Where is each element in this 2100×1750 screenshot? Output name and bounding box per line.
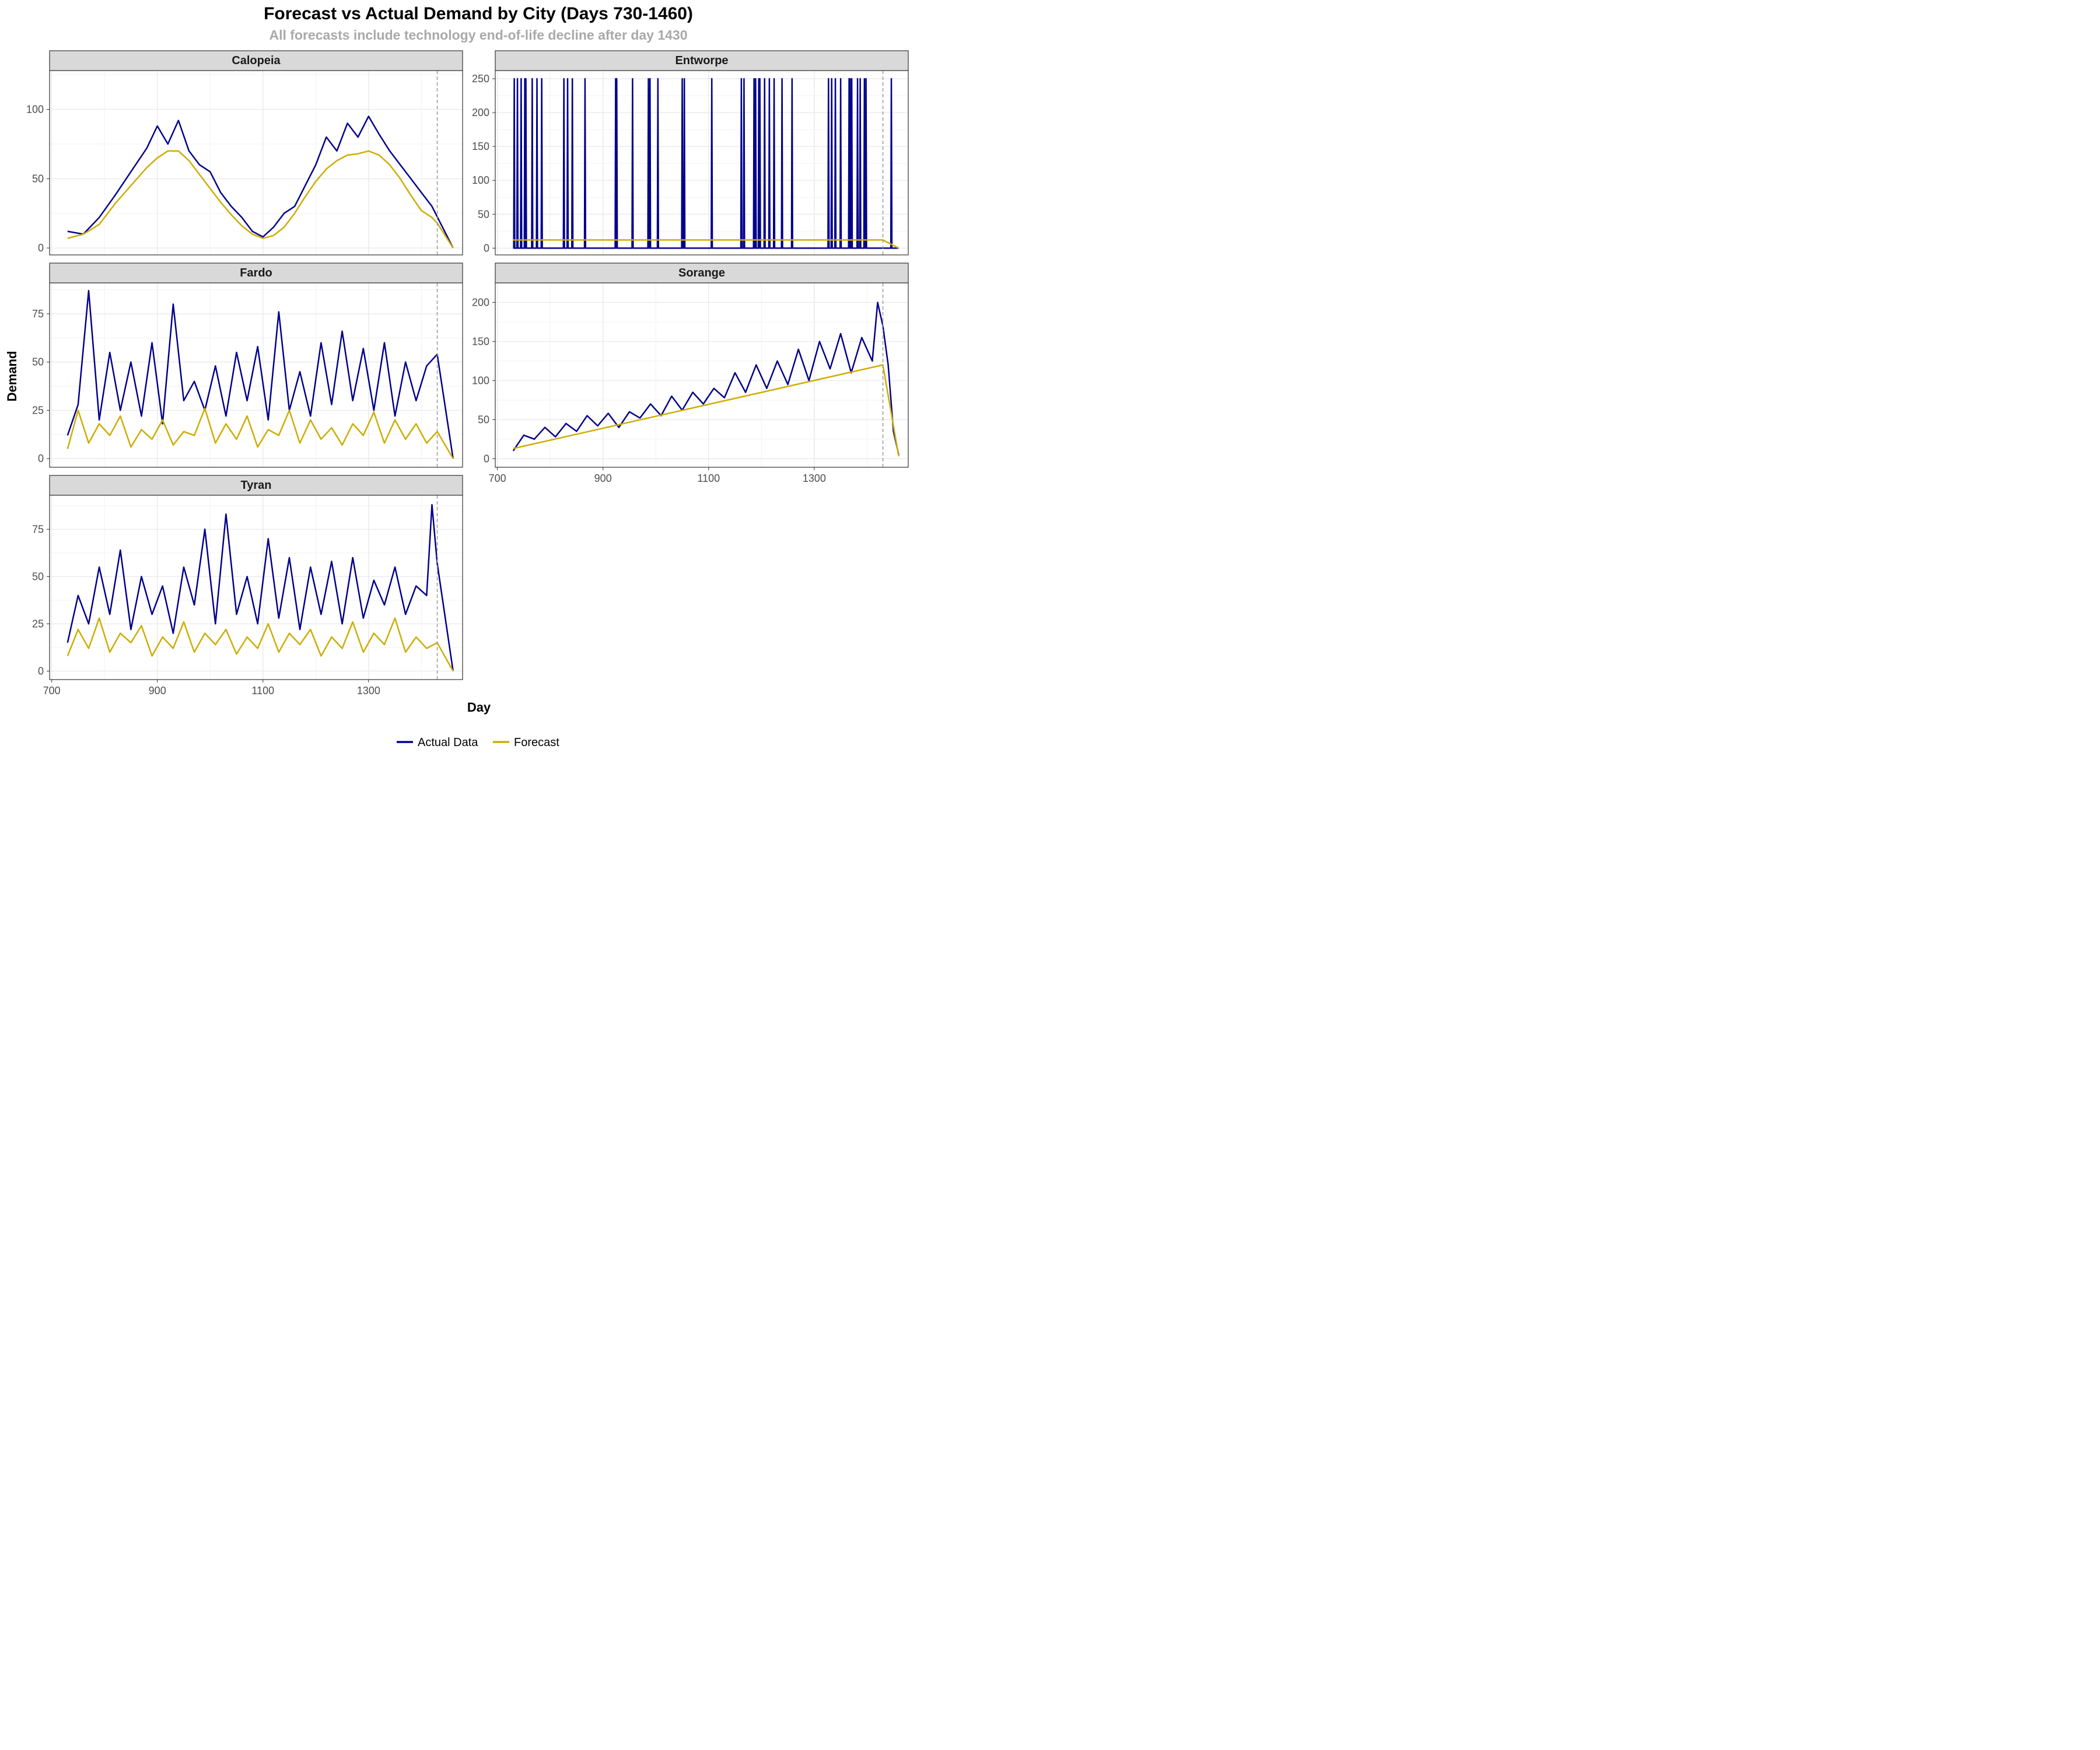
panel-tyran: Tyran 0 25 50 75 700 900 1100 1300 xyxy=(32,475,463,696)
series-line-actual xyxy=(66,289,454,459)
faceted-line-chart: Forecast vs Actual Demand by City (Days … xyxy=(5,4,909,749)
plot-bg-fardo xyxy=(50,283,463,467)
plot-bg-tyran xyxy=(50,495,463,680)
series-line-actual xyxy=(67,116,454,249)
series-group-calopeia xyxy=(67,116,454,249)
panel-fardo: Fardo 0 25 50 75 xyxy=(32,262,463,468)
plot-bg-entworpe xyxy=(495,71,908,255)
strip-calopeia xyxy=(49,50,463,71)
y-tick-label: 75 xyxy=(32,308,44,320)
strip-sorange xyxy=(495,262,909,284)
y-tick-label: 50 xyxy=(32,570,44,582)
x-axis-title: Day xyxy=(467,700,491,715)
panel-border-entworpe xyxy=(495,70,909,256)
chart-title: Forecast vs Actual Demand by City (Days … xyxy=(264,4,693,23)
y-tick-label: 0 xyxy=(38,453,44,464)
y-tick-label: 200 xyxy=(472,107,489,118)
y-tick-label: 100 xyxy=(26,104,44,116)
series-line-actual xyxy=(512,302,900,455)
series-line-actual xyxy=(513,78,899,249)
series-line-actual xyxy=(66,503,454,671)
x-tick-label: 1100 xyxy=(697,473,720,484)
x-tick-label: 900 xyxy=(594,473,612,484)
y-tick-label: 100 xyxy=(472,174,489,186)
legend: Actual Data Forecast xyxy=(397,736,559,749)
y-tick-label: 250 xyxy=(472,73,489,85)
legend-label-forecast: Forecast xyxy=(514,736,559,749)
y-tick-label: 50 xyxy=(478,414,489,425)
strip-fardo xyxy=(49,262,463,284)
strip-label-tyran: Tyran xyxy=(241,479,272,492)
panel-border-sorange xyxy=(495,282,909,468)
strip-entworpe xyxy=(495,50,909,71)
series-line-forecast xyxy=(66,617,454,672)
y-tick-label: 150 xyxy=(472,141,489,152)
panel-calopeia: Calopeia 0 50 100 xyxy=(26,50,463,256)
strip-tyran xyxy=(49,475,463,496)
x-tick-label: 1100 xyxy=(251,685,274,696)
plot-bg-calopeia xyxy=(50,71,463,255)
y-tick-label: 0 xyxy=(484,453,489,464)
y-tick-label: 75 xyxy=(32,523,44,535)
facet-panels: Calopeia050100Entworpe050100150200250Far… xyxy=(26,50,909,696)
y-tick-label: 50 xyxy=(32,356,44,368)
panel-sorange: Sorange 0 50 100 150 200 700 900 1100 1300 xyxy=(472,262,909,484)
series-group-tyran xyxy=(66,503,454,672)
y-tick-label: 0 xyxy=(38,665,44,677)
chart-subtitle: All forecasts include technology end-of-… xyxy=(269,27,687,43)
x-tick-label: 700 xyxy=(43,685,61,696)
x-tick-label: 1300 xyxy=(803,473,826,484)
strip-label-entworpe: Entworpe xyxy=(675,54,728,67)
y-tick-label: 0 xyxy=(38,242,44,254)
y-tick-label: 200 xyxy=(472,296,489,308)
x-tick-label: 700 xyxy=(489,473,506,484)
x-tick-label: 1300 xyxy=(357,685,380,696)
strip-label-calopeia: Calopeia xyxy=(232,54,281,67)
y-tick-label: 25 xyxy=(32,404,44,416)
panel-border-fardo xyxy=(49,282,463,468)
y-tick-label: 25 xyxy=(32,618,44,629)
series-line-forecast xyxy=(66,407,454,459)
y-tick-label: 150 xyxy=(472,335,489,347)
y-tick-label: 100 xyxy=(472,374,489,386)
y-tick-label: 50 xyxy=(478,208,489,220)
panel-entworpe: Entworpe 0 50 100 150 200 250 xyxy=(472,50,909,256)
panel-border-tyran xyxy=(49,495,463,680)
plot-bg-sorange xyxy=(495,283,908,467)
panel-border-calopeia xyxy=(49,70,463,256)
legend-label-actual: Actual Data xyxy=(418,736,478,749)
series-line-forecast xyxy=(67,150,454,249)
strip-label-fardo: Fardo xyxy=(240,267,272,279)
series-group-fardo xyxy=(66,289,454,459)
y-tick-label: 50 xyxy=(32,173,44,184)
strip-label-sorange: Sorange xyxy=(678,267,725,279)
x-tick-label: 900 xyxy=(149,685,166,696)
y-tick-label: 0 xyxy=(484,242,489,254)
y-axis-title: Demand xyxy=(5,351,19,402)
